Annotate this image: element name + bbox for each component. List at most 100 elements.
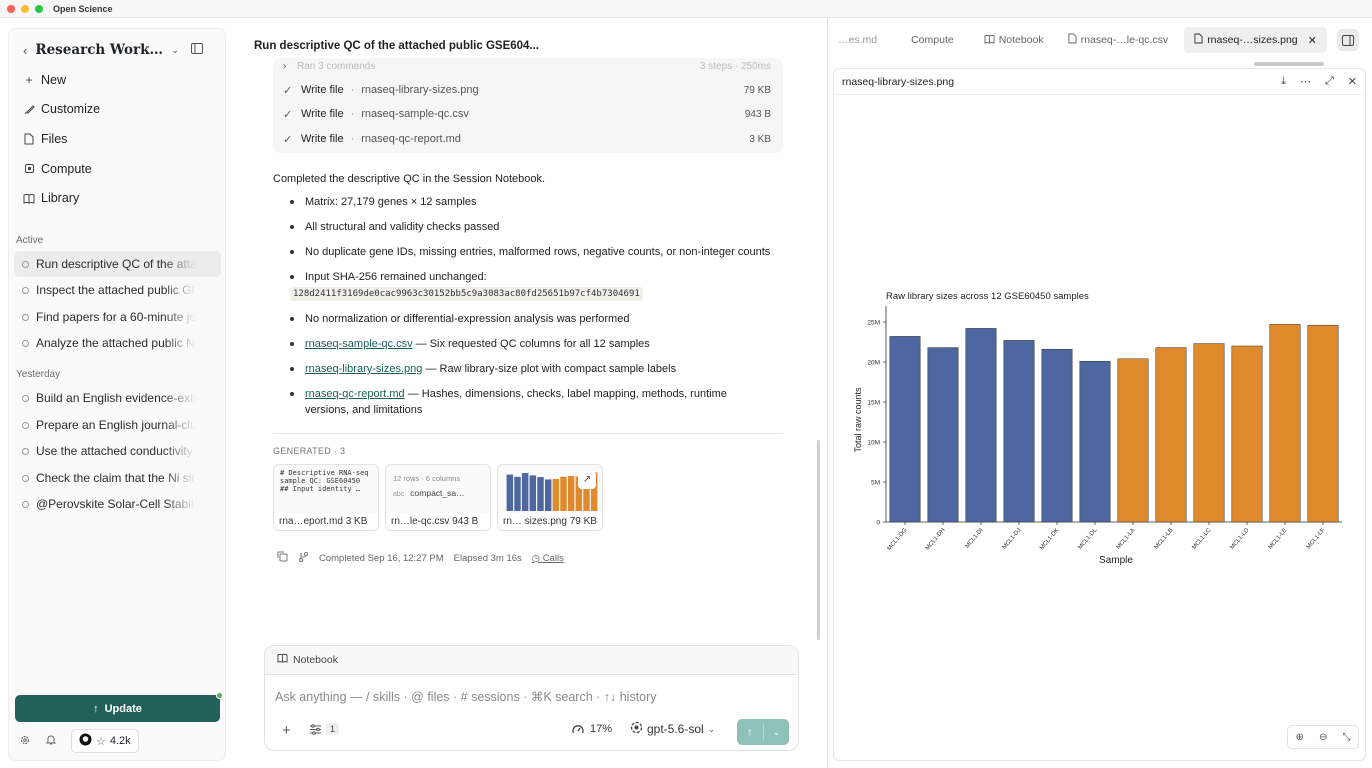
elapsed-time: Elapsed 3m 16s bbox=[453, 552, 522, 564]
chart-title: Raw library sizes across 12 GSE60450 sam… bbox=[886, 291, 1089, 302]
settings-sliders-icon[interactable] bbox=[309, 724, 322, 738]
model-selector[interactable]: gpt-5.6-sol ⌄ bbox=[630, 721, 715, 737]
zoom-out-icon[interactable]: ⊖ bbox=[1318, 731, 1328, 743]
nav-files[interactable]: Files bbox=[21, 124, 221, 154]
prompt-input[interactable]: Ask anything — / skills · @ files · # se… bbox=[275, 690, 657, 704]
list-item-text: — Raw library-size plot with compact sam… bbox=[422, 363, 677, 375]
send-arrow-icon[interactable]: ↑ bbox=[747, 725, 753, 739]
gear-icon[interactable] bbox=[19, 734, 31, 749]
status-dot-icon bbox=[22, 447, 29, 455]
zoom-in-icon[interactable]: ⊕ bbox=[1295, 731, 1304, 743]
tab-compute[interactable]: Compute bbox=[901, 27, 964, 53]
bell-icon[interactable] bbox=[45, 734, 57, 749]
chevron-down-icon[interactable]: ⌄ bbox=[171, 44, 179, 55]
add-attachment-icon[interactable]: + bbox=[282, 722, 291, 739]
zoom-window-button[interactable] bbox=[35, 4, 43, 13]
open-external-icon[interactable]: ↗ bbox=[578, 471, 596, 489]
model-name: gpt-5.6-sol bbox=[647, 722, 704, 736]
generated-file-card[interactable]: 12 rows · 6 columns abc compact_sa… rn…le… bbox=[385, 464, 491, 531]
tab-notebook[interactable]: Notebook bbox=[974, 27, 1054, 53]
close-icon[interactable]: ✕ bbox=[1347, 76, 1357, 88]
nav-customize[interactable]: Customize bbox=[21, 95, 221, 125]
sidebar-toggle-icon[interactable] bbox=[190, 43, 203, 57]
x-tick-label: MCL1-LF bbox=[1306, 527, 1327, 550]
list-item: rnaseq-library-sizes.png — Raw library-s… bbox=[290, 361, 785, 377]
thumb-bar bbox=[575, 476, 583, 511]
tab-label: Notebook bbox=[998, 34, 1044, 46]
preview-meta: 12 rows · 6 columns bbox=[393, 474, 461, 483]
copy-icon[interactable] bbox=[277, 551, 288, 565]
completed-timestamp: Completed Sep 16, 12:27 PM bbox=[319, 552, 444, 564]
fit-screen-icon[interactable]: ⤡ bbox=[1342, 731, 1351, 743]
tab-bar: …es.md Compute Notebook rnaseq-…le-qc.cs… bbox=[830, 27, 1372, 53]
calls-link[interactable]: ◷ Calls bbox=[532, 553, 564, 564]
update-button[interactable]: ↑ Update bbox=[15, 692, 223, 722]
file-link[interactable]: rnaseq-qc-report.md bbox=[305, 388, 405, 400]
chevron-down-icon[interactable]: ⌄ bbox=[772, 726, 781, 737]
github-stars-button[interactable]: ☆ 4.2k bbox=[71, 729, 139, 753]
bar-MCL1-DG bbox=[889, 336, 921, 523]
download-icon[interactable]: ⤓ bbox=[1281, 75, 1286, 87]
file-preview: ↗ bbox=[498, 465, 602, 513]
page-title: Run descriptive QC of the attached publi… bbox=[254, 40, 540, 52]
list-item: No duplicate gene IDs, missing entries, … bbox=[290, 244, 785, 260]
generated-file-card[interactable]: # Descriptive RNA-seq sample QC: GSE6045… bbox=[273, 464, 379, 531]
check-icon: ✓ bbox=[283, 84, 293, 97]
section-label-yesterday: Yesterday bbox=[16, 369, 61, 380]
close-tab-icon[interactable]: ✕ bbox=[1307, 34, 1317, 47]
expand-icon[interactable]: ⤢ bbox=[1324, 75, 1334, 87]
more-icon[interactable]: ⋯ bbox=[1299, 76, 1311, 88]
tool-action: Write file bbox=[301, 108, 344, 120]
list-item: rnaseq-sample-qc.csv — Six requested QC … bbox=[290, 336, 785, 352]
tool-row[interactable]: ✓ Write file · rnaseq-qc-report.md 3 KB bbox=[283, 133, 771, 146]
minimize-window-button[interactable] bbox=[21, 4, 29, 13]
nav-library[interactable]: Library bbox=[21, 183, 221, 213]
workspace-title[interactable]: Research Workflo... bbox=[35, 42, 165, 58]
title-bar: Open Science bbox=[0, 0, 1372, 18]
list-item-text: Input SHA-256 remained unchanged: bbox=[305, 271, 487, 283]
tool-row[interactable]: ✓ Write file · rnaseq-sample-qc.csv 943 B bbox=[283, 108, 771, 121]
window-controls[interactable] bbox=[7, 4, 43, 13]
nav-compute[interactable]: Compute bbox=[21, 154, 221, 184]
session-item[interactable]: Use the attached conductivity bbox=[14, 438, 221, 464]
tab-library-sizes-png[interactable]: rnaseq-…sizes.png ✕ bbox=[1184, 27, 1327, 53]
sidebar: ‹ Research Workflo... ⌄ + New Customize F… bbox=[8, 28, 226, 761]
tab-report-md[interactable]: …es.md bbox=[830, 27, 887, 53]
sidebar-nav: + New Customize Files Compute Library bbox=[21, 65, 221, 213]
github-icon bbox=[79, 733, 92, 749]
session-item[interactable]: Inspect the attached public GEO bbox=[14, 277, 221, 303]
session-item[interactable]: Run descriptive QC of the attached publi… bbox=[14, 251, 221, 277]
file-link[interactable]: rnaseq-library-sizes.png bbox=[305, 363, 423, 375]
close-window-button[interactable] bbox=[7, 4, 15, 13]
library-size-chart: Raw library sizes across 12 GSE60450 sam… bbox=[853, 291, 1342, 566]
generated-file-card[interactable]: ↗ rn… sizes.png 79 KB bbox=[497, 464, 603, 531]
session-item[interactable]: Check the claim that the Ni single bbox=[14, 465, 221, 491]
session-item[interactable]: Prepare an English journal-club bbox=[14, 412, 221, 438]
y-tick-label: 5M bbox=[871, 480, 880, 487]
workspace-header[interactable]: ‹ Research Workflo... ⌄ bbox=[23, 41, 219, 59]
conversation-scrollbar[interactable] bbox=[817, 440, 820, 640]
panel-toggle-icon[interactable] bbox=[1336, 29, 1359, 51]
session-item[interactable]: Analyze the attached public NS bbox=[14, 330, 221, 356]
back-icon[interactable]: ‹ bbox=[23, 42, 28, 58]
list-item-text: — Six requested QC columns for all 12 sa… bbox=[412, 338, 650, 350]
bar-MCL1-DK bbox=[1041, 348, 1073, 523]
tab-sample-qc-csv[interactable]: rnaseq-…le-qc.csv bbox=[1058, 27, 1179, 53]
branch-icon[interactable] bbox=[298, 551, 309, 565]
tool-size: 3 KB bbox=[749, 133, 771, 145]
nav-new[interactable]: + New bbox=[21, 65, 221, 95]
file-link[interactable]: rnaseq-sample-qc.csv bbox=[305, 338, 413, 350]
session-item[interactable]: @Perovskite Solar-Cell Stability bbox=[14, 491, 221, 517]
tool-row[interactable]: ✓ Write file · rnaseq-library-sizes.png 7… bbox=[283, 84, 771, 97]
pane-divider[interactable] bbox=[827, 18, 828, 768]
session-item[interactable]: Find papers for a 60-minute journal club bbox=[14, 304, 221, 330]
notebook-chip[interactable]: Notebook bbox=[277, 653, 338, 666]
tool-row-collapsed[interactable]: › Ran 3 commands 3 steps · 250ms bbox=[283, 58, 771, 76]
file-size: 943 B bbox=[452, 516, 479, 527]
session-item[interactable]: Build an English evidence-extraction bbox=[14, 385, 221, 411]
tab-scrollbar[interactable] bbox=[1254, 62, 1324, 66]
session-title: Analyze the attached public NS bbox=[36, 336, 196, 350]
chip-icon bbox=[23, 163, 35, 175]
send-button-group[interactable]: ↑ ⌄ bbox=[737, 719, 789, 745]
x-tick-label: MCL1-DH bbox=[925, 527, 947, 551]
